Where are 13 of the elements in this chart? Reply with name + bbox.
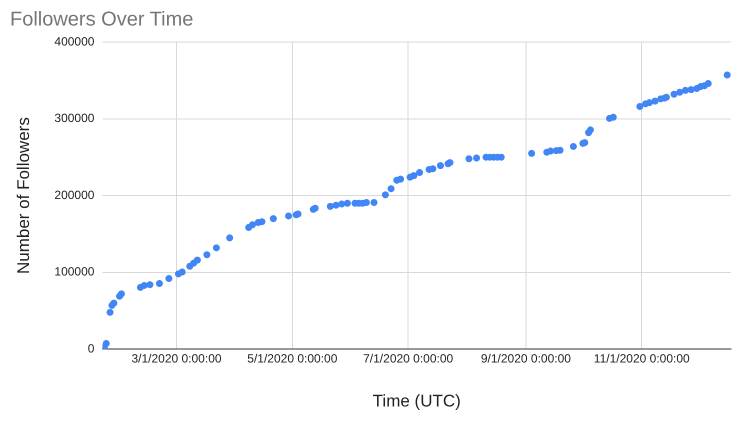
- y-axis-title: Number of Followers: [14, 117, 33, 274]
- y-tick-label: 0: [88, 342, 95, 356]
- x-tick-label: 5/1/2020 0:00:00: [247, 352, 338, 366]
- x-axis-title: Time (UTC): [372, 391, 461, 410]
- y-tick-label: 100000: [54, 264, 95, 279]
- x-tick-label: 9/1/2020 0:00:00: [480, 352, 572, 366]
- x-tick-label: 11/1/2020 0:00:00: [594, 352, 690, 366]
- y-tick-label: 400000: [54, 34, 95, 48]
- chart-title: Followers Over Time: [10, 8, 194, 31]
- x-tick-label: 3/1/2020 0:00:00: [131, 352, 222, 366]
- y-tick-label: 200000: [54, 188, 95, 202]
- y-tick-label: 300000: [54, 111, 95, 126]
- x-tick-label: 7/1/2020 0:00:00: [363, 352, 454, 366]
